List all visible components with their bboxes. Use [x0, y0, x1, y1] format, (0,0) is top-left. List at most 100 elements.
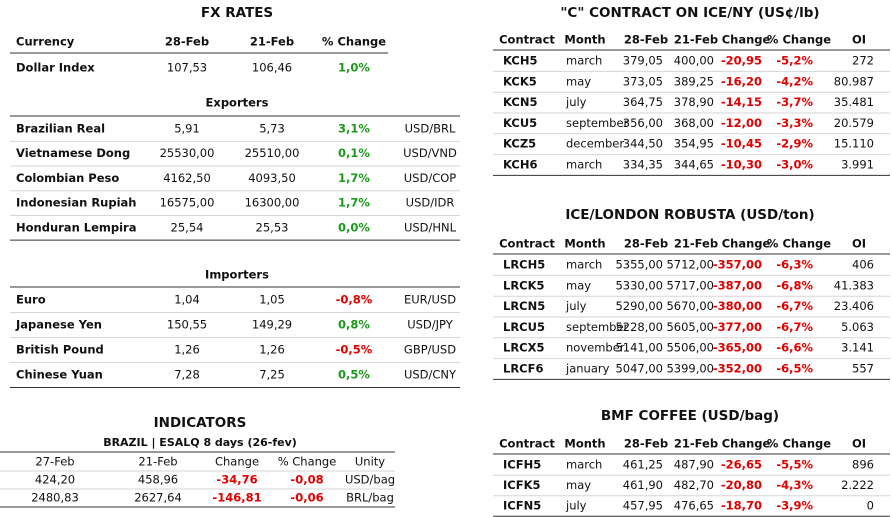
cell: may [566, 478, 591, 492]
cell: 5,91 [174, 122, 200, 136]
cell: -4,2% [776, 74, 813, 88]
cell: 5399,00 [666, 362, 714, 376]
column-header: Unity [355, 455, 385, 469]
cell: 354,95 [674, 137, 714, 151]
column-header: Contract [499, 33, 555, 47]
cell: 5712,00 [666, 258, 714, 272]
column-header: OI [852, 237, 866, 251]
column-header: % Change [767, 437, 831, 451]
cell: LRCU5 [503, 320, 545, 334]
cell: 5355,00 [615, 258, 663, 272]
column-header: OI [852, 437, 866, 451]
cell: march [566, 158, 602, 172]
cell: -146,81 [212, 491, 261, 505]
cell: -6,7% [776, 320, 813, 334]
column-header: Month [564, 437, 605, 451]
cell: -10,30 [721, 158, 762, 172]
cell: -352,00 [713, 362, 762, 376]
cell: ICFK5 [503, 478, 541, 492]
cell: -5,2% [776, 54, 813, 68]
section-title: FX RATES [201, 5, 273, 21]
cell: 23.406 [834, 299, 874, 313]
cell: Euro [16, 293, 46, 307]
cell: 5605,00 [666, 320, 714, 334]
column-header: Month [564, 33, 605, 47]
cell: 20.579 [834, 116, 874, 130]
cell: march [566, 258, 602, 272]
cell: -26,65 [721, 458, 762, 472]
column-header: Month [564, 237, 605, 251]
cell: 1,04 [174, 293, 200, 307]
cell: 80.987 [834, 74, 874, 88]
cell: 1,7% [338, 171, 370, 185]
cell: USD/COP [404, 171, 457, 185]
column-header: Change [722, 437, 771, 451]
cell: 3.141 [841, 341, 874, 355]
cell: Vietnamese Dong [16, 146, 130, 160]
cell: 5228,00 [615, 320, 663, 334]
cell: Indonesian Rupiah [16, 196, 137, 210]
cell: -0,06 [290, 491, 323, 505]
cell: LRCK5 [503, 278, 545, 292]
cell: LRCN5 [503, 299, 545, 313]
cell: KCU5 [503, 116, 537, 130]
column-header: 28-Feb [165, 35, 209, 49]
cell: 16300,00 [245, 196, 300, 210]
cell: 0,5% [338, 368, 370, 382]
cell: 557 [852, 362, 874, 376]
column-header: 28-Feb [624, 237, 668, 251]
cell: 3.991 [841, 158, 874, 172]
cell: 373,05 [623, 74, 663, 88]
column-header: 21-Feb [674, 237, 718, 251]
cell: -20,80 [721, 478, 762, 492]
cell: Colombian Peso [16, 171, 119, 185]
column-header: Contract [499, 437, 555, 451]
cell: september [566, 320, 629, 334]
cell: -6,8% [776, 278, 813, 292]
column-header: % Change [278, 455, 337, 469]
section-title: ICE/LONDON ROBUSTA (USD/ton) [565, 207, 814, 223]
cell: -387,00 [713, 278, 762, 292]
cell: 896 [852, 458, 874, 472]
group-title: Importers [205, 268, 269, 282]
cell: 1,26 [259, 343, 285, 357]
cell: -6,5% [776, 362, 813, 376]
cell: Brazilian Real [16, 122, 105, 136]
cell: january [565, 362, 610, 376]
cell: -14,15 [721, 95, 762, 109]
cell: USD/HNL [404, 220, 457, 234]
column-header: 21-Feb [674, 33, 718, 47]
cell: -4,3% [776, 478, 813, 492]
cell: 406 [852, 258, 874, 272]
cell: 344,50 [623, 137, 663, 151]
cell: EUR/USD [404, 293, 456, 307]
cell: 356,00 [623, 116, 663, 130]
cell: 4093,50 [248, 171, 296, 185]
cell: Dollar Index [16, 61, 95, 75]
column-header: 21-Feb [674, 437, 718, 451]
cell: -357,00 [713, 258, 762, 272]
cell: -12,00 [721, 116, 762, 130]
cell: GBP/USD [404, 343, 456, 357]
column-header: Currency [16, 35, 75, 49]
cell: -20,95 [721, 54, 762, 68]
cell: 107,53 [167, 61, 207, 75]
cell: -6,7% [776, 299, 813, 313]
cell: september [566, 116, 629, 130]
cell: -2,9% [776, 137, 813, 151]
cell: 5506,00 [666, 341, 714, 355]
cell: 5047,00 [615, 362, 663, 376]
cell: -16,20 [721, 74, 762, 88]
cell: 150,55 [167, 318, 207, 332]
cell: 25530,00 [160, 146, 215, 160]
cell: 476,65 [674, 499, 714, 513]
cell: 1,05 [259, 293, 285, 307]
column-header: % Change [322, 35, 386, 49]
cell: 487,90 [674, 458, 714, 472]
cell: 5717,00 [666, 278, 714, 292]
cell: 35.481 [834, 95, 874, 109]
cell: 4162,50 [163, 171, 211, 185]
cell: 334,35 [623, 158, 663, 172]
cell: 106,46 [252, 61, 292, 75]
column-header: Contract [499, 237, 555, 251]
